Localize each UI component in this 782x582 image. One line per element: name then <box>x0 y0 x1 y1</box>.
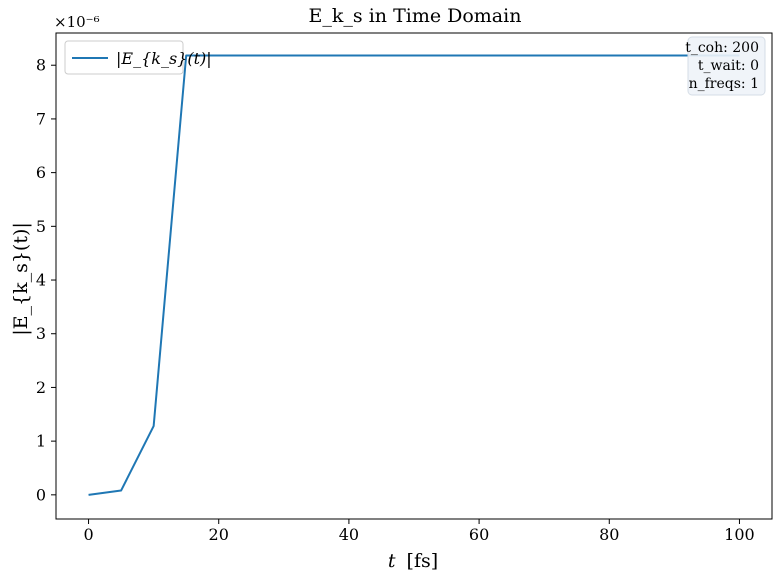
series-line <box>88 54 740 496</box>
info-box-line: t_coh: 200 <box>685 40 759 56</box>
legend: |E_{k_s}(t)| <box>64 40 212 75</box>
info-box: t_coh: 200 t_wait: 0 n_freqs: 1 <box>685 36 766 96</box>
legend-frame <box>64 40 184 75</box>
x-tick-label: 100 <box>724 525 755 544</box>
y-axis-ticks: 0 1 2 3 4 5 6 7 8 <box>36 56 56 504</box>
y-axis-multiplier: ×10⁻⁶ <box>54 13 100 31</box>
chart-title: E_k_s in Time Domain <box>309 5 522 27</box>
plot-frame <box>55 32 773 520</box>
y-tick-label: 7 <box>36 109 46 128</box>
y-axis-label: |E_{k_s}(t)| <box>10 222 32 336</box>
x-axis-ticks: 0 20 40 60 80 100 <box>83 519 755 544</box>
y-tick-label: 8 <box>36 56 46 75</box>
info-box-line: n_freqs: 1 <box>689 76 759 92</box>
y-tick-label: 6 <box>36 163 46 182</box>
x-axis-label-variable: t <box>388 550 396 572</box>
y-tick-label: 0 <box>36 485 46 504</box>
y-tick-label: 2 <box>36 378 46 397</box>
plot-area <box>88 54 740 496</box>
x-tick-label: 80 <box>599 525 619 544</box>
y-tick-label: 4 <box>36 271 46 290</box>
info-box-frame <box>687 36 766 96</box>
y-tick-label: 5 <box>36 217 46 236</box>
legend-label: |E_{k_s}(t)| <box>116 49 212 68</box>
x-axis-label-unit: [fs] <box>407 550 439 572</box>
x-tick-label: 0 <box>83 525 93 544</box>
x-tick-label: 60 <box>469 525 489 544</box>
y-tick-label: 3 <box>36 324 46 343</box>
y-tick-label: 1 <box>36 432 46 451</box>
x-tick-label: 40 <box>339 525 359 544</box>
x-axis-label: t [fs] <box>388 550 438 572</box>
x-tick-label: 20 <box>209 525 229 544</box>
plot-axes <box>55 32 773 520</box>
info-box-line: t_wait: 0 <box>698 58 759 74</box>
